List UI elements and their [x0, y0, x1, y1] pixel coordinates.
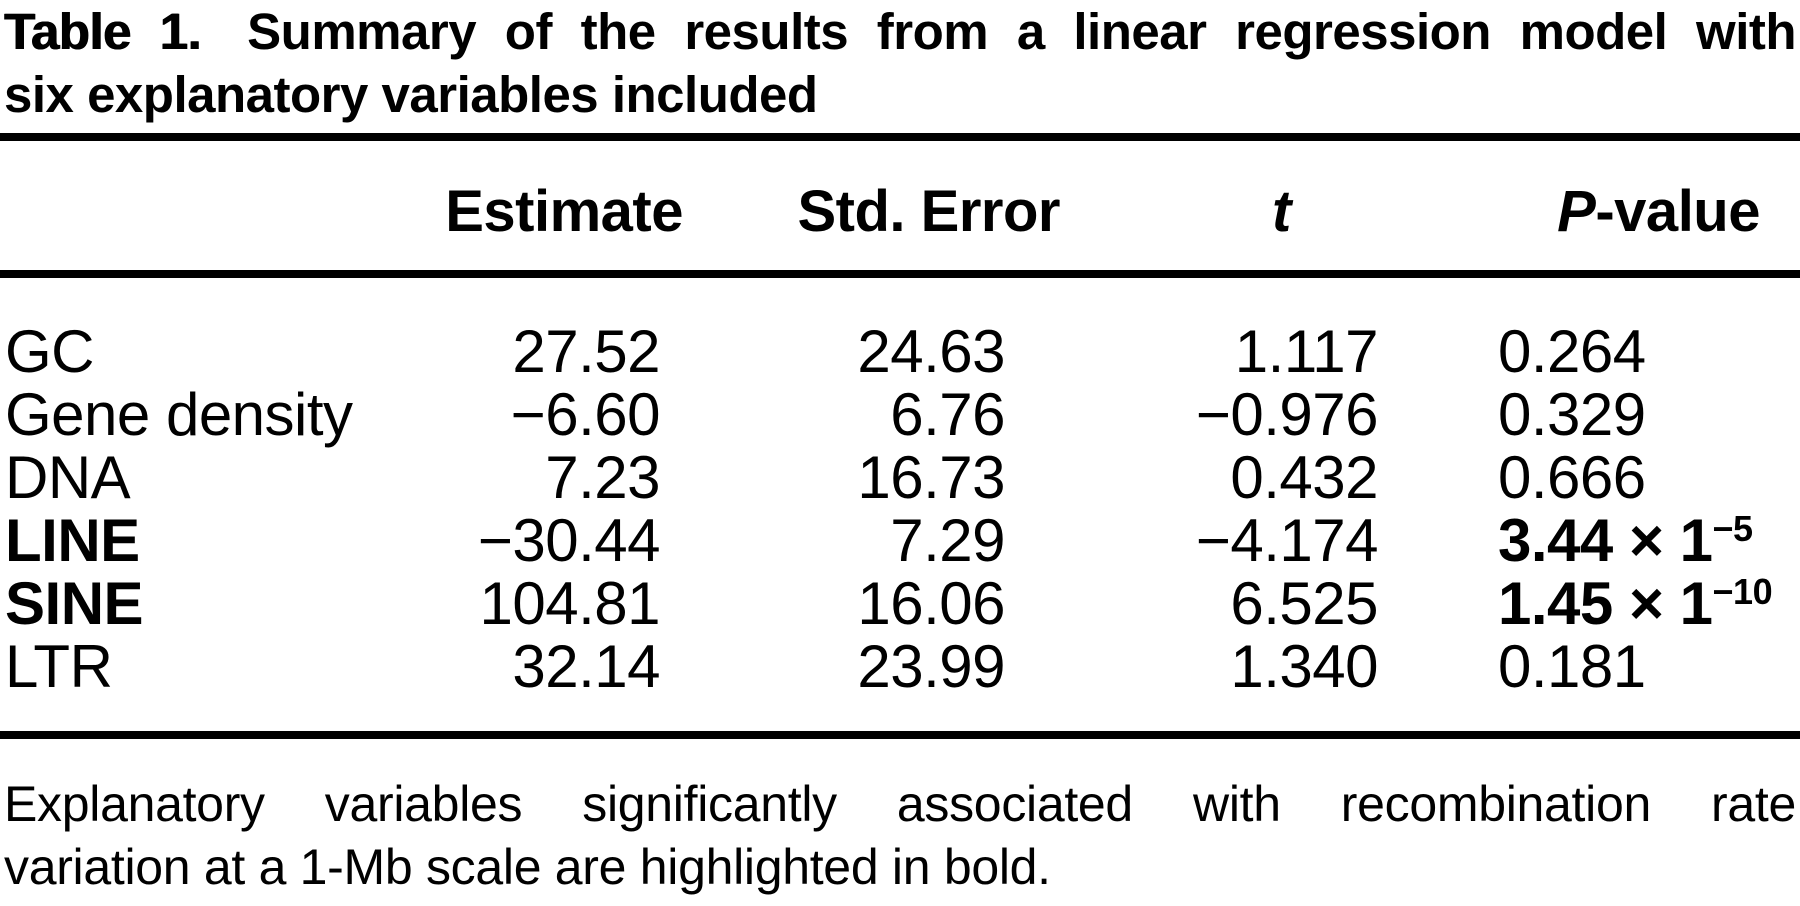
table-row: LTR 32.14 23.99 1.340 0.181: [0, 635, 1800, 698]
cell-estimate: −6.60: [510, 381, 661, 448]
footnote-line2: variation at a 1-Mb scale are highlighte…: [4, 839, 1051, 895]
cell-estimate: −30.44: [477, 507, 661, 574]
p-value-exponent: −5: [1712, 508, 1754, 550]
cell-estimate: 32.14: [512, 633, 660, 700]
table-row: SINE 104.81 16.06 6.525 1.45 × 1−10: [0, 572, 1800, 635]
table-title-text: Summary of the results from a linear reg…: [247, 3, 1796, 60]
table-body: GC 27.52 24.63 1.117 0.264 Gene density …: [0, 320, 1800, 698]
cell-t: −0.976: [1195, 381, 1379, 448]
table-row: DNA 7.23 16.73 0.432 0.666: [0, 446, 1800, 509]
cell-p-value: 1.45 × 1−10: [1378, 572, 1800, 635]
cell-estimate: 7.23: [545, 444, 660, 511]
cell-variable-name: Gene density: [5, 381, 353, 448]
cell-variable-name: GC: [5, 318, 95, 385]
p-value-italic-p: P: [1557, 179, 1596, 244]
p-value-text: 1.45 × 1: [1498, 570, 1713, 637]
cell-std-error: 24.63: [857, 318, 1005, 385]
cell-p-value: 0.666: [1378, 446, 1800, 509]
table-row: Gene density −6.60 6.76 −0.976 0.329: [0, 383, 1800, 446]
cell-std-error: 16.06: [857, 570, 1005, 637]
table-row: GC 27.52 24.63 1.117 0.264: [0, 320, 1800, 383]
cell-estimate: 104.81: [479, 570, 660, 637]
cell-p-value: 0.329: [1378, 383, 1800, 446]
p-value-text: 0.329: [1498, 381, 1646, 448]
cell-std-error: 7.29: [890, 507, 1005, 574]
cell-std-error: 23.99: [857, 633, 1005, 700]
rule-top: [0, 133, 1800, 141]
cell-variable-name: DNA: [5, 444, 131, 511]
cell-p-value: 0.264: [1378, 320, 1800, 383]
footnote-line1: Explanatory variables significantly asso…: [4, 776, 1796, 832]
rule-header-separator: [0, 270, 1800, 278]
cell-t: 1.340: [1230, 633, 1378, 700]
column-header-p-value: P-value: [1557, 172, 1760, 252]
cell-t: 0.432: [1230, 444, 1378, 511]
p-value-text: 3.44 × 1: [1498, 507, 1713, 574]
column-header-t: t: [1272, 179, 1291, 244]
table-row: LINE −30.44 7.29 −4.174 3.44 × 1−5: [0, 509, 1800, 572]
table-title-line2: six explanatory variables included: [4, 66, 818, 123]
cell-p-value: 0.181: [1378, 635, 1800, 698]
rule-bottom: [0, 731, 1800, 739]
p-value-text: 0.181: [1498, 633, 1646, 700]
p-value-suffix: -value: [1595, 179, 1760, 244]
p-value-text: 0.666: [1498, 444, 1646, 511]
cell-variable-name: LTR: [5, 633, 113, 700]
cell-p-value: 3.44 × 1−5: [1378, 509, 1800, 572]
cell-estimate: 27.52: [512, 318, 660, 385]
cell-std-error: 16.73: [857, 444, 1005, 511]
table-title: Table 1. Summary of the results from a li…: [4, 0, 1796, 126]
column-header-estimate: Estimate: [445, 179, 683, 244]
p-value-text: 0.264: [1498, 318, 1646, 385]
table-header-row: Estimate Std. Error t P-value: [0, 172, 1800, 252]
cell-t: 6.525: [1230, 570, 1378, 637]
table-number-label: Table 1.: [4, 3, 202, 60]
cell-variable-name: LINE: [5, 507, 140, 574]
cell-t: 1.117: [1234, 318, 1379, 385]
table-footnote: Explanatory variables significantly asso…: [4, 773, 1796, 899]
p-value-exponent: −10: [1712, 571, 1773, 613]
table-title-line1: Table 1. Summary of the results from a li…: [4, 0, 1796, 63]
column-header-std-error: Std. Error: [797, 179, 1061, 244]
cell-variable-name: SINE: [5, 570, 144, 637]
cell-t: −4.174: [1195, 507, 1379, 574]
cell-std-error: 6.76: [890, 381, 1005, 448]
